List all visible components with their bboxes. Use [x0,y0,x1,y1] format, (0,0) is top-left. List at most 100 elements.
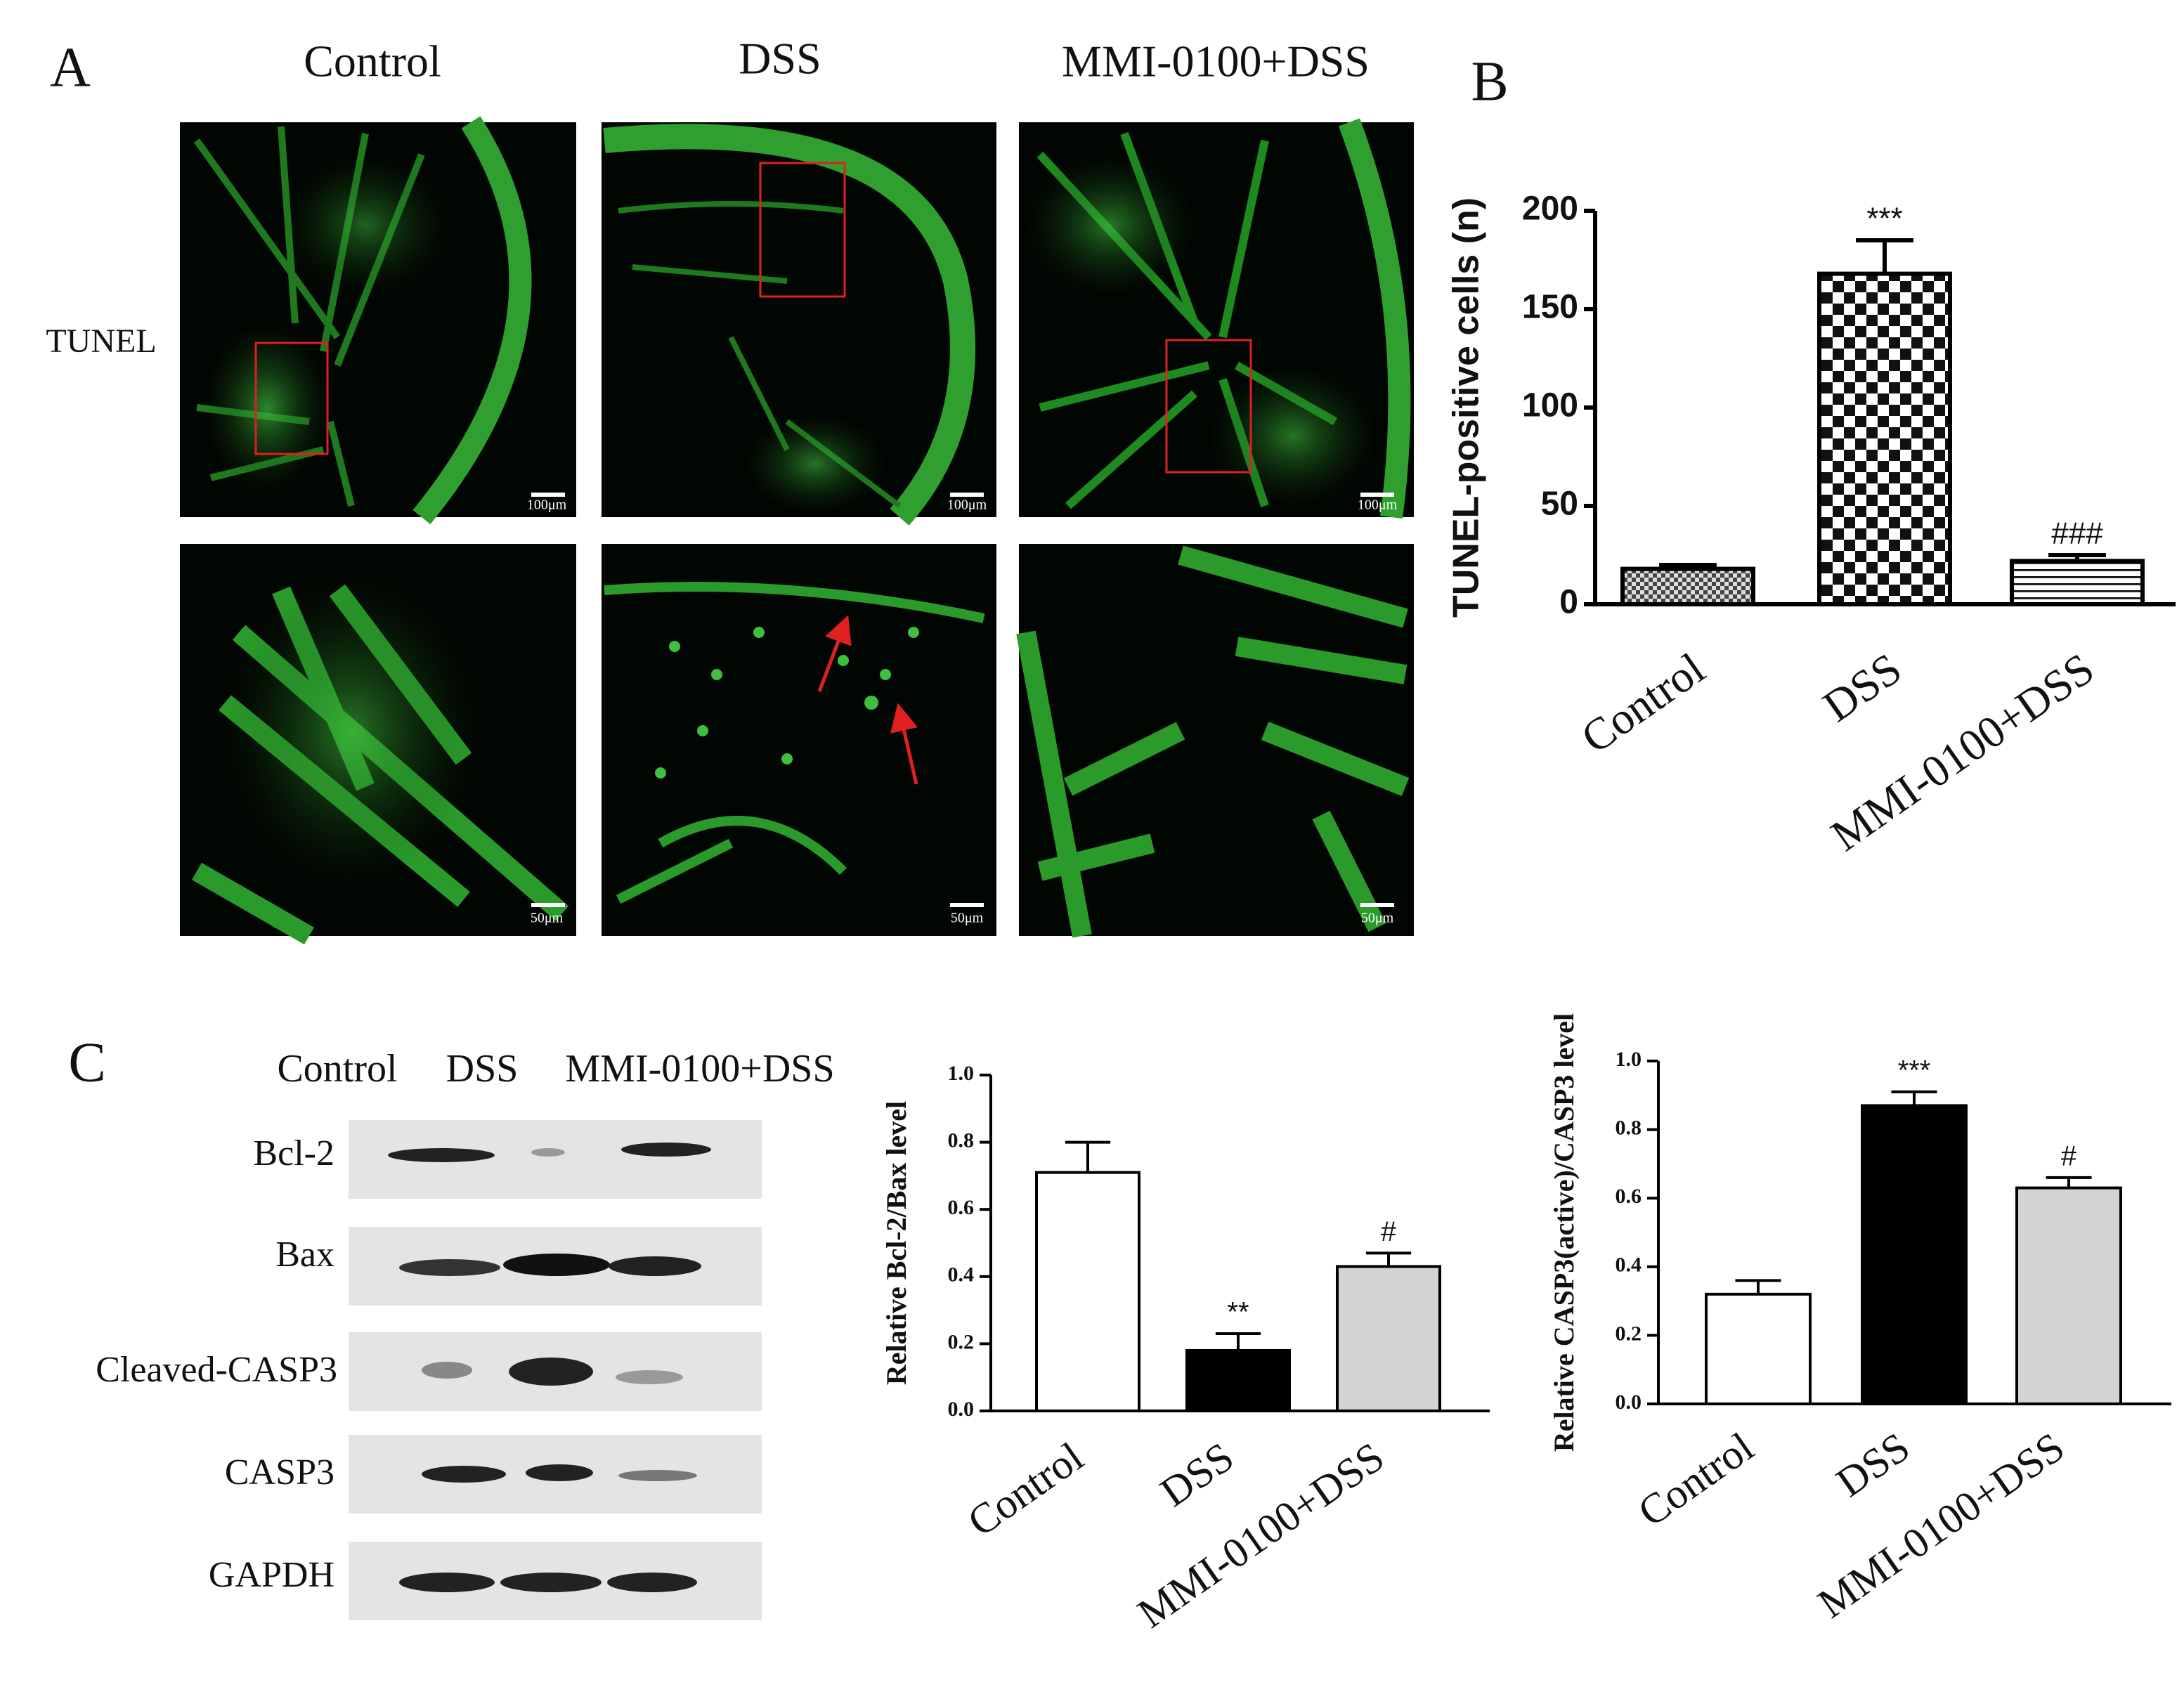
micrographs [180,116,1414,945]
error-bar [1365,1251,1412,1267]
bar [1861,1104,1968,1405]
western-blot [349,1120,762,1620]
significance-label: # [1381,1216,1397,1247]
significance-label: # [2061,1140,2077,1171]
panel-label: A [50,37,91,98]
decoration [890,703,918,785]
lane-label: Control [277,1047,397,1091]
decoration [1026,155,1195,295]
decoration [609,1256,701,1276]
y-axis-title: Relative CASP3(active)/CASP3 level [1548,1013,1580,1452]
decoration [526,1464,593,1481]
bar [1336,1265,1441,1412]
decoration [753,627,765,638]
y-tick-label: 0 [1559,584,1578,621]
y-tick-label: 0.0 [948,1398,975,1421]
significance-label: ### [2051,516,2103,551]
scale-bar-label: 50μm [531,911,564,926]
decoration [618,1470,697,1481]
error-bar [1856,238,1913,274]
significance-label: ** [1227,1297,1249,1328]
scale-bar-label: 50μm [951,911,984,926]
decoration [697,725,708,736]
y-tick-label: 0.2 [948,1330,975,1353]
decoration [908,627,919,638]
decoration [711,669,722,680]
decoration [759,162,846,298]
y-tick-label: 0.2 [1616,1322,1642,1345]
decoration: 100μm 100μm 100μm 50μm 50μm 50μm [527,497,1398,926]
y-tick-label: 200 [1522,190,1578,228]
decoration [254,341,329,455]
decoration [412,116,532,525]
significance-label: *** [1898,1055,1931,1086]
protein-label: CASP3 [225,1452,334,1492]
bar [1035,1171,1140,1412]
scale-bar-label: 100μm [527,497,567,513]
decoration [1016,545,1410,938]
decoration [864,696,878,710]
y-axis-title: Relative Bcl-2/Bax level [880,1101,912,1385]
x-tick-label: Control [1573,643,1714,762]
protein-label: GAPDH [209,1555,334,1595]
error-bar [1891,1090,1937,1106]
x-tick-label: Control [1630,1424,1762,1535]
y-tick-label: 1.0 [1616,1048,1642,1071]
y-tick-label: 150 [1522,289,1578,326]
x-tick-label: DSS [1152,1433,1242,1516]
decoration: Bcl-2 Bax Cleaved-CASP3 CASP3 GAPDH [96,1133,337,1595]
bar [1185,1348,1291,1412]
decoration [745,415,885,513]
x-tick-label: DSS [1814,643,1911,731]
panel-label: B [1471,51,1508,112]
bar [1620,566,1755,606]
decoration [509,1358,593,1386]
scale-bar-label: 100μm [1358,497,1398,513]
decoration [204,323,330,492]
error-bar [1735,1279,1781,1294]
decoration [1209,365,1377,506]
y-tick-label: 0.4 [1616,1254,1642,1277]
y-tick-label: 0.4 [948,1263,975,1287]
decoration [817,615,852,692]
error-bar [2046,1176,2092,1188]
decoration [880,669,891,680]
protein-label: Cleaved-CASP3 [96,1350,337,1390]
scale-bar-label: 100μm [947,497,987,513]
y-tick-label: 0.8 [948,1128,975,1152]
y-tick-label: 0.6 [1616,1185,1642,1208]
decoration [531,1148,565,1157]
panel-label: C [68,1032,105,1093]
decoration [603,124,975,526]
y-tick-label: 50 [1541,486,1578,523]
column-header: MMI-0100+DSS [1062,37,1370,86]
protein-label: Bax [275,1235,334,1275]
column-header: Control [304,37,441,86]
significance-label: *** [1866,202,1902,236]
decoration [531,493,1394,907]
decoration [655,627,919,779]
decoration [616,1370,683,1384]
y-tick-label: 0.6 [948,1196,975,1219]
decoration [281,155,450,295]
y-tick-label: 0.0 [1616,1391,1642,1414]
decoration [399,1259,500,1276]
x-tick-label: MMI-0100+DSS [1129,1433,1392,1637]
decoration [500,1573,602,1592]
bar [1705,1292,1812,1405]
error-bar [1215,1332,1261,1351]
y-tick-label: 0.8 [1616,1116,1642,1139]
decoration [781,753,793,764]
x-tick-label: DSS [1828,1424,1918,1506]
decoration [1339,118,1411,519]
decoration [1165,339,1252,474]
bar [1817,271,1952,606]
decoration [655,767,666,779]
y-tick-label: 1.0 [948,1062,975,1085]
bar [2010,559,2145,607]
decoration [607,1573,697,1592]
decoration [503,1254,610,1276]
error-bar [2048,553,2106,561]
